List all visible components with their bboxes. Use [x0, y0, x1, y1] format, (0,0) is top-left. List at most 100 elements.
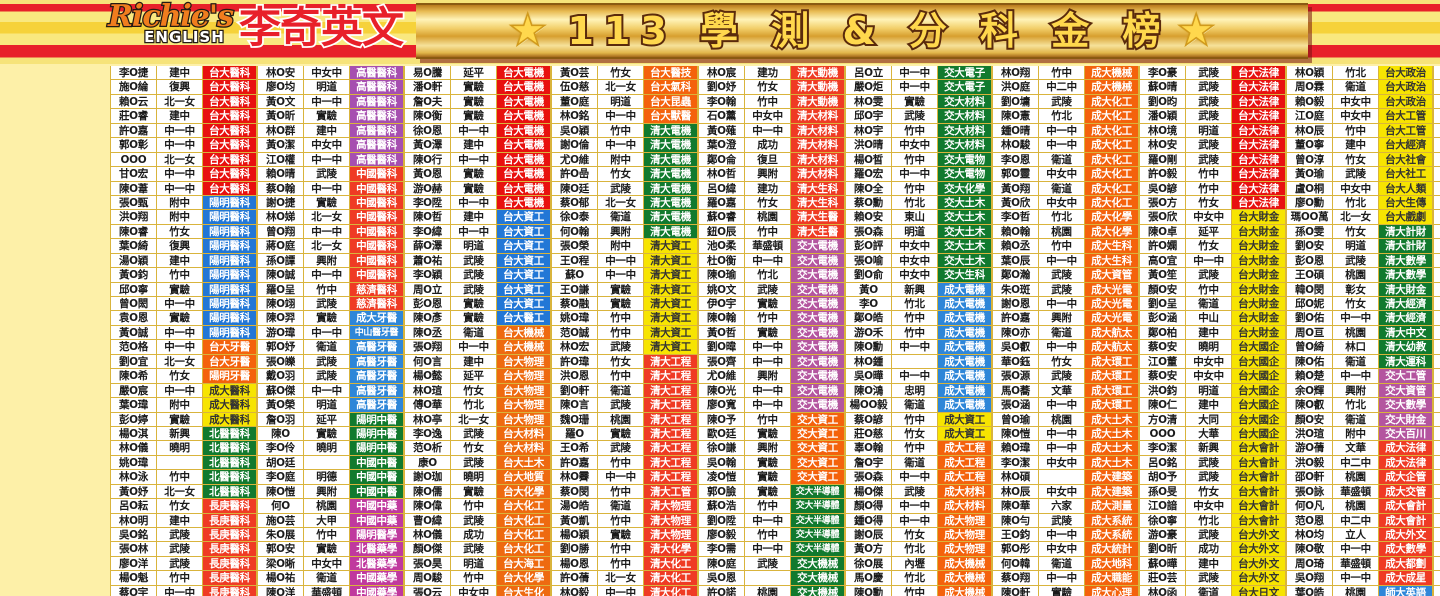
- table-row: 楊O魁 竹中 長庚醫科: [111, 571, 257, 586]
- cell-high-school: 竹中: [892, 412, 938, 427]
- cell-student-name: 劉O佑: [1287, 311, 1333, 326]
- cell-student-name: 楊O傑: [846, 484, 892, 500]
- cell-high-school: 竹北: [745, 268, 791, 283]
- cell-high-school: 中女中: [304, 556, 350, 572]
- table-row: 黃O恩中女中師大學科: [1434, 138, 1440, 153]
- cell-admitted-department: 交大電機: [791, 239, 845, 254]
- cell-high-school: 實驗: [304, 426, 350, 442]
- table-row: 陳O華 六家 成大測量: [993, 499, 1139, 514]
- cell-student-name: 康O: [405, 455, 451, 471]
- table-row: 陳O偉 竹中 台大化工: [405, 499, 551, 514]
- cell-admitted-department: 台大電機: [497, 138, 551, 153]
- table-row: 王O謙 實驗 清大資工: [552, 282, 698, 297]
- table-row: 蘇O曄 建中 台大外文: [1140, 556, 1286, 572]
- cell-admitted-department: 清大生科: [791, 181, 845, 196]
- cell-student-name: 鄭O皓: [846, 311, 892, 326]
- cell-admitted-department: 台大生化: [497, 585, 551, 596]
- cell-high-school: 衛道: [1039, 152, 1085, 168]
- cell-high-school: 中一中: [304, 152, 350, 168]
- cell-admitted-department: 成大醫科: [203, 383, 257, 399]
- cell-admitted-department: 清大數學: [1379, 268, 1433, 283]
- cell-student-name: 黃O欣: [993, 195, 1039, 211]
- cell-admitted-department: 台大國企: [1232, 426, 1286, 442]
- cell-admitted-department: 成大物理: [938, 542, 992, 557]
- cell-student-name: 邱O寧: [111, 282, 157, 297]
- cell-high-school: 明道: [1333, 239, 1379, 254]
- cell-high-school: 中女中: [1039, 542, 1085, 557]
- table-row: 廖O寬 中一中 交大電機: [699, 398, 845, 413]
- table-row: 吳O銘 武陵 長庚醫科: [111, 528, 257, 543]
- table-row: 林O駿 中一中 成大化工: [993, 138, 1139, 153]
- cell-student-name: 黃O潔: [258, 138, 304, 153]
- cell-admitted-department: 長庚醫科: [203, 571, 257, 586]
- cell-high-school: 竹中: [451, 571, 497, 586]
- cell-admitted-department: 成大法律: [1379, 441, 1433, 456]
- cell-student-name: 馬O暄: [1434, 455, 1440, 471]
- cell-high-school: 竹女: [598, 66, 644, 81]
- cell-student-name: 曾O翔: [258, 224, 304, 240]
- cell-admitted-department: 成大地科: [1085, 556, 1139, 572]
- cell-high-school: 實驗: [451, 80, 497, 95]
- cell-high-school: 中一中: [1186, 253, 1232, 269]
- cell-admitted-department: 中國中醫: [350, 470, 404, 485]
- cell-student-name: 李O捷: [111, 66, 157, 81]
- table-row: 何O韓 衛道 成大地科: [993, 556, 1139, 572]
- cell-admitted-department: 中國中醫: [350, 455, 404, 471]
- cell-admitted-department: 成大心理: [1085, 585, 1139, 596]
- cell-high-school: 實驗: [451, 181, 497, 196]
- cell-student-name: 謝O恩: [993, 297, 1039, 312]
- cell-student-name: 陳O廷: [552, 181, 598, 196]
- cell-high-school: 中女中: [304, 138, 350, 153]
- cell-student-name: 陳O偉: [405, 499, 451, 514]
- cell-high-school: 建中: [451, 138, 497, 153]
- cell-student-name: 劉O安: [1287, 239, 1333, 254]
- table-row: 梁O晰 中女中 北醫藥學: [258, 556, 404, 572]
- table-row: 施O綸 復興 台大醫科: [111, 80, 257, 95]
- cell-high-school: 竹女: [1333, 152, 1379, 168]
- cell-admitted-department: 成大環工: [1085, 354, 1139, 370]
- table-row: 韓O閔 彰女 清大財金: [1287, 282, 1433, 297]
- table-row: 賴O晴 武陵 中國醫科: [258, 167, 404, 182]
- table-row: 顏O安 竹中 台大財金: [1140, 282, 1286, 297]
- cell-student-name: 游O赫: [405, 181, 451, 196]
- cell-student-name: 邵O軒: [1287, 470, 1333, 485]
- cell-high-school: 興附: [304, 484, 350, 500]
- cell-high-school: 竹中: [598, 484, 644, 500]
- brand-english-text: ENGLISH: [143, 28, 225, 47]
- cell-admitted-department: 台大獸醫: [644, 109, 698, 124]
- cell-student-name: 陳O葦: [111, 181, 157, 196]
- cell-admitted-department: 成大系統: [1085, 513, 1139, 528]
- cell-student-name: 莊O芸: [1140, 571, 1186, 586]
- cell-student-name: 陳O廷: [1434, 325, 1440, 341]
- table-row: 羅O剛 武陵 台大法律: [1140, 152, 1286, 168]
- cell-admitted-department: 台大法律: [1232, 66, 1286, 81]
- cell-admitted-department: 成大醫科: [203, 398, 257, 413]
- cell-high-school: 建功: [745, 181, 791, 196]
- cell-admitted-department: 陽明醫科: [203, 268, 257, 283]
- table-row: 辜O翰 竹中 成大工程: [846, 441, 992, 456]
- cell-admitted-department: 中國醫科: [350, 167, 404, 182]
- table-row: 蔡O融 實驗 清大資工: [552, 297, 698, 312]
- cell-admitted-department: 陽明醫科: [203, 282, 257, 297]
- table-row: 余O輝 興附 交大資管: [1287, 383, 1433, 399]
- cell-student-name: 鄭O侖: [699, 152, 745, 168]
- cell-admitted-department: 中國醫科: [350, 268, 404, 283]
- cell-student-name: 盧O桐: [1287, 181, 1333, 196]
- cell-student-name: 湯O穎: [111, 253, 157, 269]
- cell-admitted-department: 清大計財: [1379, 224, 1433, 240]
- cell-student-name: 張O云: [405, 585, 451, 596]
- table-row: 陳O翰 竹中 交大電機: [699, 311, 845, 326]
- cell-student-name: 林O婕: [1434, 66, 1440, 81]
- cell-student-name: 嚴O炬: [846, 80, 892, 95]
- cell-high-school: 衛道: [598, 210, 644, 225]
- cell-high-school: 武陵: [1186, 268, 1232, 283]
- cell-high-school: 中女中: [304, 66, 350, 81]
- cell-high-school: 建中: [1186, 398, 1232, 413]
- table-row: 梁O章陽明政大統計: [1434, 340, 1440, 355]
- cell-student-name: 姜O雯: [1434, 224, 1440, 240]
- table-row: 謝O恩 中一中 成大光電: [993, 297, 1139, 312]
- table-row: 顏O傑 武陵 台大化工: [405, 542, 551, 557]
- cell-admitted-department: 成大生科: [1085, 253, 1139, 269]
- cell-high-school: 衛道: [304, 571, 350, 586]
- cell-high-school: 實驗: [157, 311, 203, 326]
